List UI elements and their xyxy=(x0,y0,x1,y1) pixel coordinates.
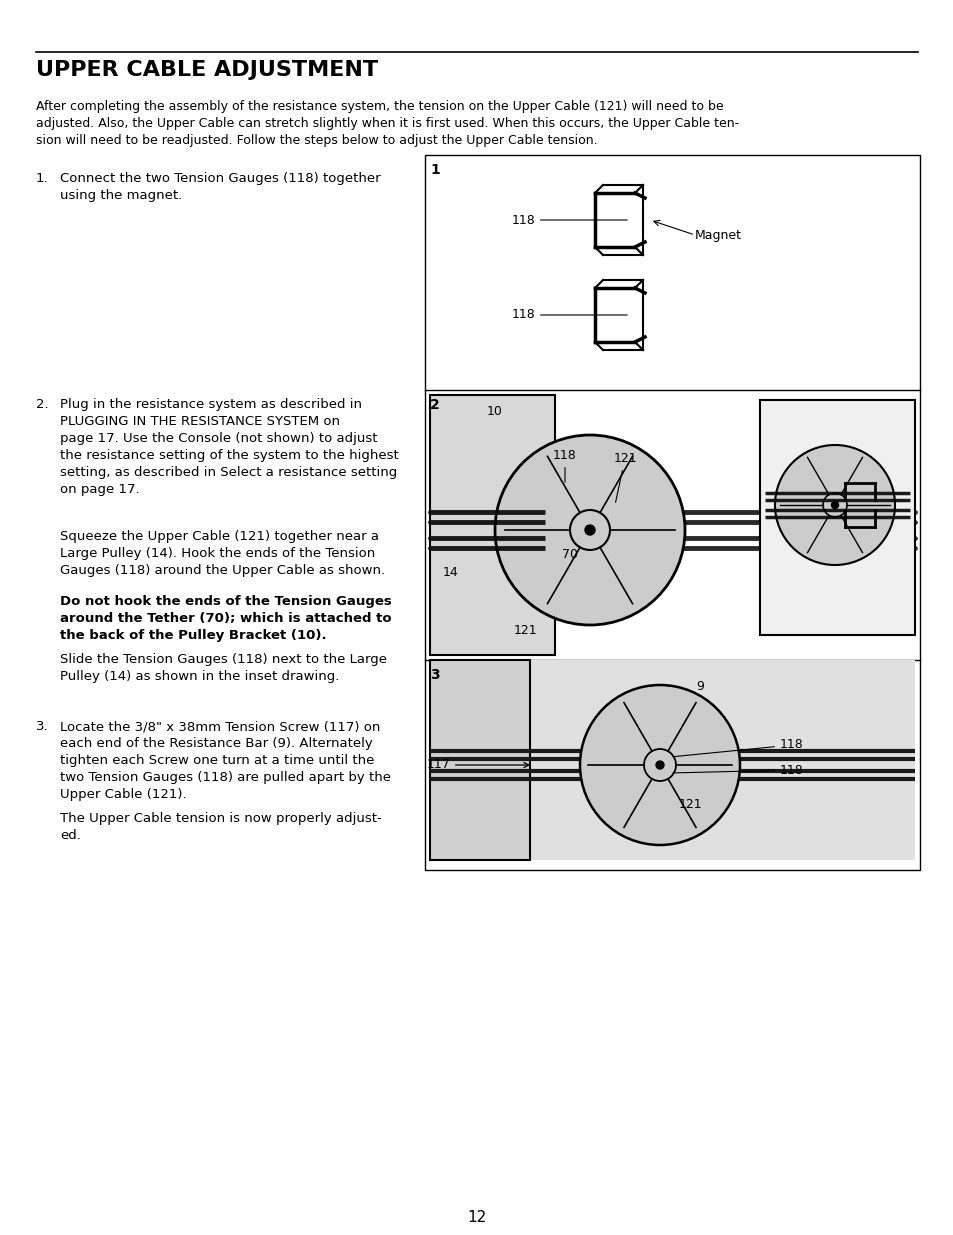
Text: 2.: 2. xyxy=(36,398,49,411)
Text: 1.: 1. xyxy=(36,172,49,185)
Text: 9: 9 xyxy=(696,680,703,693)
Text: 118: 118 xyxy=(511,309,626,321)
Text: Connect the two Tension Gauges (118) together
using the magnet.: Connect the two Tension Gauges (118) tog… xyxy=(60,172,380,203)
Text: Do not hook the ends of the Tension Gauges
around the Tether (70); which is atta: Do not hook the ends of the Tension Gaug… xyxy=(60,595,392,642)
Text: 118: 118 xyxy=(824,610,845,620)
Circle shape xyxy=(584,525,595,535)
Circle shape xyxy=(495,435,684,625)
Text: 1: 1 xyxy=(430,163,439,177)
Circle shape xyxy=(579,685,740,845)
Text: 118: 118 xyxy=(672,739,803,757)
Text: Locate the 3/8" x 38mm Tension Screw (117) on
each end of the Resistance Bar (9): Locate the 3/8" x 38mm Tension Screw (11… xyxy=(60,720,391,802)
Circle shape xyxy=(831,501,838,509)
Text: 3: 3 xyxy=(430,668,439,682)
Text: 117: 117 xyxy=(426,758,528,772)
Text: 121: 121 xyxy=(678,799,701,811)
Text: 3.: 3. xyxy=(36,720,49,734)
Bar xyxy=(760,400,914,635)
Text: 121: 121 xyxy=(874,610,895,620)
Text: UPPER CABLE ADJUSTMENT: UPPER CABLE ADJUSTMENT xyxy=(36,61,377,80)
Bar xyxy=(430,659,914,860)
Text: 121: 121 xyxy=(613,452,637,503)
Text: 12: 12 xyxy=(467,1210,486,1225)
Text: Magnet: Magnet xyxy=(695,228,741,242)
Bar xyxy=(430,659,530,860)
Text: 14: 14 xyxy=(764,412,779,422)
Text: 2: 2 xyxy=(430,398,439,412)
Text: 121: 121 xyxy=(513,624,537,636)
Text: 10: 10 xyxy=(487,405,502,417)
Text: Slide the Tension Gauges (118) next to the Large
Pulley (14) as shown in the ins: Slide the Tension Gauges (118) next to t… xyxy=(60,653,387,683)
Text: 14: 14 xyxy=(442,566,458,578)
Text: 118: 118 xyxy=(895,535,916,545)
Text: 70: 70 xyxy=(561,548,578,562)
Circle shape xyxy=(774,445,894,564)
Text: 118: 118 xyxy=(849,610,870,620)
Bar xyxy=(424,156,919,869)
Text: 118: 118 xyxy=(553,450,577,482)
Text: Squeeze the Upper Cable (121) together near a
Large Pulley (14). Hook the ends o: Squeeze the Upper Cable (121) together n… xyxy=(60,530,385,577)
Circle shape xyxy=(656,761,663,769)
Text: 118: 118 xyxy=(511,214,626,226)
Text: 118: 118 xyxy=(672,763,803,777)
Text: Plug in the resistance system as described in
PLUGGING IN THE RESISTANCE SYSTEM : Plug in the resistance system as describ… xyxy=(60,398,398,496)
Polygon shape xyxy=(430,395,555,655)
Text: After completing the assembly of the resistance system, the tension on the Upper: After completing the assembly of the res… xyxy=(36,100,739,147)
Text: The Upper Cable tension is now properly adjust-
ed.: The Upper Cable tension is now properly … xyxy=(60,811,381,842)
